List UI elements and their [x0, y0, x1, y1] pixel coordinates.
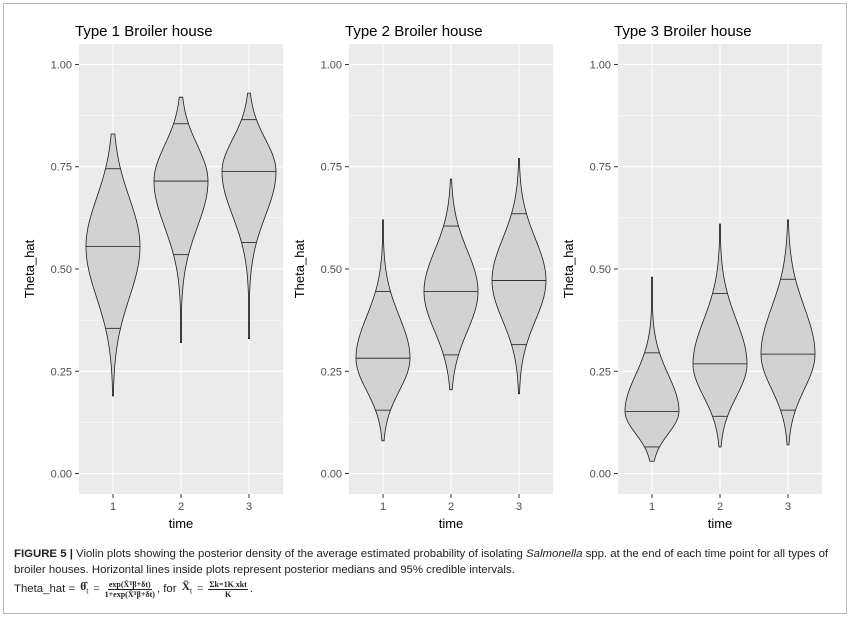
violin-shape: [423, 178, 479, 391]
x-tick-label: 2: [448, 501, 454, 513]
y-axis-label: Theta_hat: [292, 239, 307, 298]
x-tick-label: 1: [649, 501, 655, 513]
y-tick-label: 1.00: [321, 59, 342, 71]
panel-2: 0.00 0.25 0.50 0.75 1.00 1 2 3 Type 2 Broiler ho…: [292, 23, 553, 531]
formula-fraction-2: Σk=1K xkt K: [208, 580, 248, 599]
formula-denominator-2: K: [225, 589, 232, 599]
x-tick-label: 3: [785, 501, 791, 513]
x-axis-label: time: [169, 516, 194, 531]
violin-shape: [153, 96, 209, 344]
caption-text: FIGURE 5 | Violin plots showing the post…: [14, 546, 840, 578]
y-tick-label: 1.00: [51, 59, 72, 71]
y-axis-label: Theta_hat: [561, 239, 576, 298]
y-tick-label: 0.50: [321, 264, 342, 276]
formula-xbar: X̄t: [182, 579, 192, 599]
formula-denominator-1: 1+exp(X̄ᵀβ+δt): [104, 589, 155, 599]
x-axis-label: time: [708, 516, 733, 531]
y-tick-label: 0.00: [590, 469, 611, 481]
violin-shape: [760, 219, 816, 446]
x-tick-label: 2: [717, 501, 723, 513]
y-tick-label: 0.25: [321, 366, 342, 378]
x-axis-label: time: [439, 516, 464, 531]
formula-theta: θ̂t: [80, 579, 88, 599]
y-tick-label: 0.75: [51, 162, 72, 174]
y-tick-label: 0.50: [51, 264, 72, 276]
y-tick-label: 0.00: [51, 469, 72, 481]
y-tick-label: 1.00: [590, 59, 611, 71]
formula-xbar-symbol: X̄: [181, 581, 190, 593]
caption-text-b: spp. at the end of each time point for a…: [14, 548, 829, 576]
formula-theta-sub: t: [86, 586, 89, 596]
y-tick-label: 0.50: [590, 264, 611, 276]
formula-numerator-2: Σk=1K xkt: [208, 579, 248, 590]
formula-xbar-sub: t: [189, 586, 193, 596]
violin-shape: [221, 92, 277, 339]
figure-caption: FIGURE 5 | Violin plots showing the post…: [14, 546, 840, 599]
formula-eq-2: =: [194, 583, 207, 596]
violin-shape: [692, 223, 748, 448]
y-tick-label: 0.00: [321, 469, 342, 481]
panel-title: Type 1 Broiler house: [75, 23, 213, 40]
y-tick-label: 0.25: [51, 366, 72, 378]
y-tick-label: 0.75: [590, 162, 611, 174]
y-tick-label: 0.25: [590, 366, 611, 378]
formula-fraction-1: exp(X̄ᵀβ+δt) 1+exp(X̄ᵀβ+δt): [105, 580, 155, 599]
caption-text-a: Violin plots showing the posterior densi…: [72, 548, 527, 560]
x-tick-label: 3: [516, 501, 522, 513]
violin-shape: [355, 219, 411, 442]
formula-for: , for: [156, 583, 180, 596]
formula-numerator-1: exp(X̄ᵀβ+δt): [107, 579, 152, 590]
formula-end: .: [249, 583, 254, 596]
x-tick-label: 2: [178, 501, 184, 513]
y-axis-label: Theta_hat: [22, 239, 37, 298]
x-tick-label: 1: [110, 501, 116, 513]
violin-shape: [491, 158, 547, 395]
formula-theta-symbol: θ̂: [80, 581, 87, 593]
violin-shape: [624, 276, 680, 462]
panel-title: Type 2 Broiler house: [345, 23, 483, 40]
formula-lead: Theta_hat =: [14, 583, 79, 596]
panel-1: 0.00 0.25 0.50 0.75 1.00 1 2 3 Type 1 Broiler ho…: [22, 23, 283, 531]
x-tick-label: 1: [380, 501, 386, 513]
violin-shape: [85, 133, 141, 397]
formula-eq: =: [90, 583, 103, 596]
violin-figure: 0.00 0.25 0.50 0.75 1.00 1 2 3 Type 1 Broiler ho…: [22, 23, 822, 531]
caption-formula: Theta_hat = θ̂t = exp(X̄ᵀβ+δt) 1+exp(X̄ᵀ…: [14, 579, 840, 599]
caption-italic: Salmonella: [526, 548, 583, 560]
caption-label: FIGURE 5 |: [14, 548, 73, 560]
x-tick-label: 3: [246, 501, 252, 513]
y-tick-label: 0.75: [321, 162, 342, 174]
panel-title: Type 3 Broiler house: [614, 23, 752, 40]
panel-3: 0.00 0.25 0.50 0.75 1.00 1 2 3 Type 3 Broiler ho…: [561, 23, 822, 531]
